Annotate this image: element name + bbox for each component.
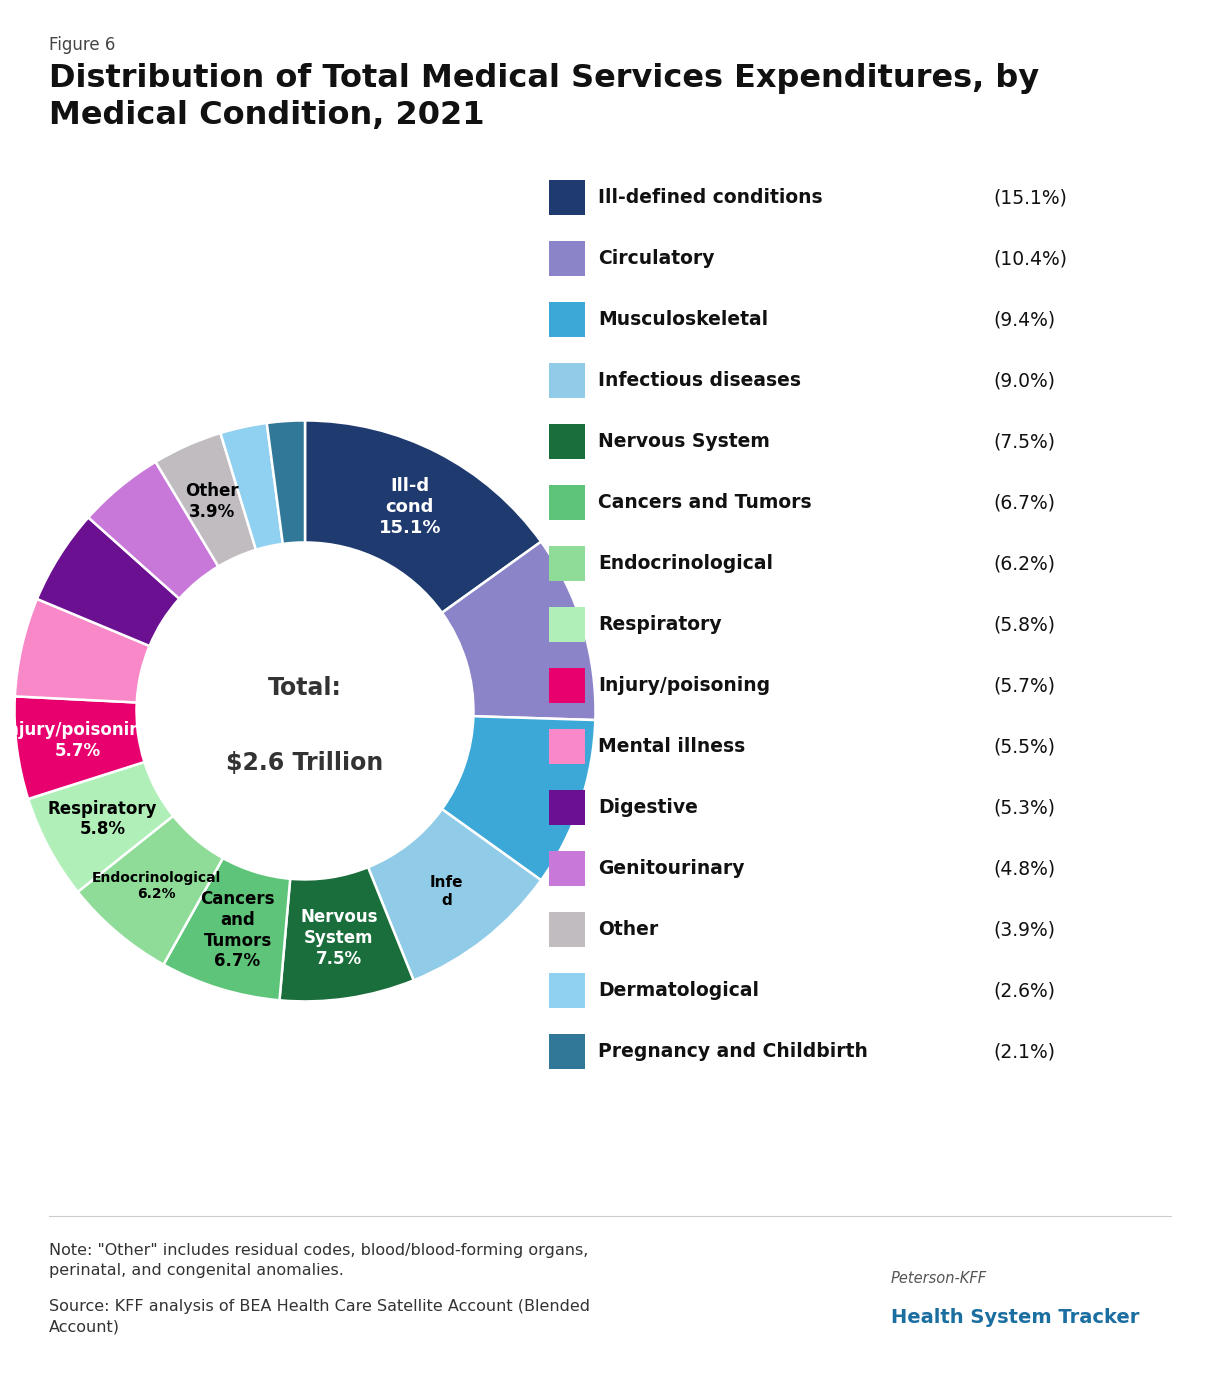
Text: Respiratory: Respiratory: [598, 615, 722, 634]
Wedge shape: [156, 434, 256, 566]
Text: (2.1%): (2.1%): [993, 1043, 1055, 1061]
Text: Respiratory
5.8%: Respiratory 5.8%: [48, 800, 157, 838]
Text: Distribution of Total Medical Services Expenditures, by
Medical Condition, 2021: Distribution of Total Medical Services E…: [49, 63, 1039, 131]
Text: Genitourinary: Genitourinary: [598, 859, 745, 878]
FancyBboxPatch shape: [549, 973, 586, 1008]
Text: $2.6 Trillion: $2.6 Trillion: [227, 751, 383, 775]
Text: Circulatory: Circulatory: [598, 250, 715, 268]
Text: (9.0%): (9.0%): [993, 371, 1055, 390]
Wedge shape: [28, 763, 173, 892]
Text: (7.5%): (7.5%): [993, 432, 1055, 452]
Wedge shape: [88, 461, 218, 599]
Text: (5.3%): (5.3%): [993, 799, 1055, 817]
Wedge shape: [37, 517, 179, 645]
Text: Cancers and Tumors: Cancers and Tumors: [598, 493, 813, 512]
Wedge shape: [78, 815, 223, 965]
Text: (9.4%): (9.4%): [993, 311, 1055, 329]
FancyBboxPatch shape: [549, 302, 586, 337]
Text: (6.7%): (6.7%): [993, 493, 1055, 512]
FancyBboxPatch shape: [549, 729, 586, 764]
Text: (4.8%): (4.8%): [993, 859, 1055, 878]
Text: (5.8%): (5.8%): [993, 615, 1055, 634]
Text: Nervous
System
7.5%: Nervous System 7.5%: [300, 907, 377, 967]
Wedge shape: [163, 859, 290, 1001]
Text: Pregnancy and Childbirth: Pregnancy and Childbirth: [598, 1043, 869, 1061]
FancyBboxPatch shape: [549, 1034, 586, 1069]
FancyBboxPatch shape: [549, 852, 586, 887]
Text: Figure 6: Figure 6: [49, 36, 115, 54]
Text: Ill-defined conditions: Ill-defined conditions: [598, 188, 824, 208]
Text: Musculoskeletal: Musculoskeletal: [598, 311, 769, 329]
Text: (10.4%): (10.4%): [993, 250, 1068, 268]
Text: Injury/poisoning
5.7%: Injury/poisoning 5.7%: [1, 721, 154, 760]
Text: Endocrinological
6.2%: Endocrinological 6.2%: [92, 871, 221, 901]
Text: Dermatological: Dermatological: [598, 981, 759, 999]
Wedge shape: [442, 717, 595, 880]
Text: Note: "Other" includes residual codes, blood/blood-forming organs,
perinatal, an: Note: "Other" includes residual codes, b…: [49, 1243, 588, 1278]
FancyBboxPatch shape: [549, 364, 586, 399]
FancyBboxPatch shape: [549, 424, 586, 459]
FancyBboxPatch shape: [549, 608, 586, 643]
Text: Injury/poisoning: Injury/poisoning: [598, 676, 771, 696]
Wedge shape: [221, 422, 283, 549]
FancyBboxPatch shape: [549, 180, 586, 215]
Text: Other
3.9%: Other 3.9%: [185, 482, 239, 520]
Text: Endocrinological: Endocrinological: [598, 555, 773, 573]
Wedge shape: [305, 421, 540, 613]
Wedge shape: [15, 697, 144, 799]
Text: Infectious diseases: Infectious diseases: [598, 371, 802, 390]
Text: Health System Tracker: Health System Tracker: [891, 1308, 1139, 1327]
Text: Total:: Total:: [268, 676, 342, 700]
FancyBboxPatch shape: [549, 912, 586, 947]
Wedge shape: [279, 867, 414, 1001]
Text: Source: KFF analysis of BEA Health Care Satellite Account (Blended
Account): Source: KFF analysis of BEA Health Care …: [49, 1299, 589, 1334]
Text: Other: Other: [598, 920, 659, 940]
Text: Ill-d
cond
15.1%: Ill-d cond 15.1%: [378, 477, 442, 537]
Text: Digestive: Digestive: [598, 799, 698, 817]
Text: (15.1%): (15.1%): [993, 188, 1068, 208]
Wedge shape: [442, 542, 595, 721]
FancyBboxPatch shape: [549, 790, 586, 825]
FancyBboxPatch shape: [549, 485, 586, 520]
Text: Cancers
and
Tumors
6.7%: Cancers and Tumors 6.7%: [200, 891, 274, 970]
Text: Infe
d: Infe d: [429, 875, 464, 907]
Text: (2.6%): (2.6%): [993, 981, 1055, 999]
FancyBboxPatch shape: [549, 241, 586, 276]
Wedge shape: [267, 421, 305, 544]
Text: (5.5%): (5.5%): [993, 737, 1055, 756]
Text: Peterson-KFF: Peterson-KFF: [891, 1271, 987, 1287]
Text: Mental illness: Mental illness: [598, 737, 745, 756]
FancyBboxPatch shape: [549, 546, 586, 581]
Text: Nervous System: Nervous System: [598, 432, 770, 452]
Text: (3.9%): (3.9%): [993, 920, 1055, 940]
Text: (5.7%): (5.7%): [993, 676, 1055, 696]
Text: (6.2%): (6.2%): [993, 555, 1055, 573]
FancyBboxPatch shape: [549, 668, 586, 703]
Wedge shape: [368, 809, 540, 980]
Wedge shape: [15, 599, 150, 703]
